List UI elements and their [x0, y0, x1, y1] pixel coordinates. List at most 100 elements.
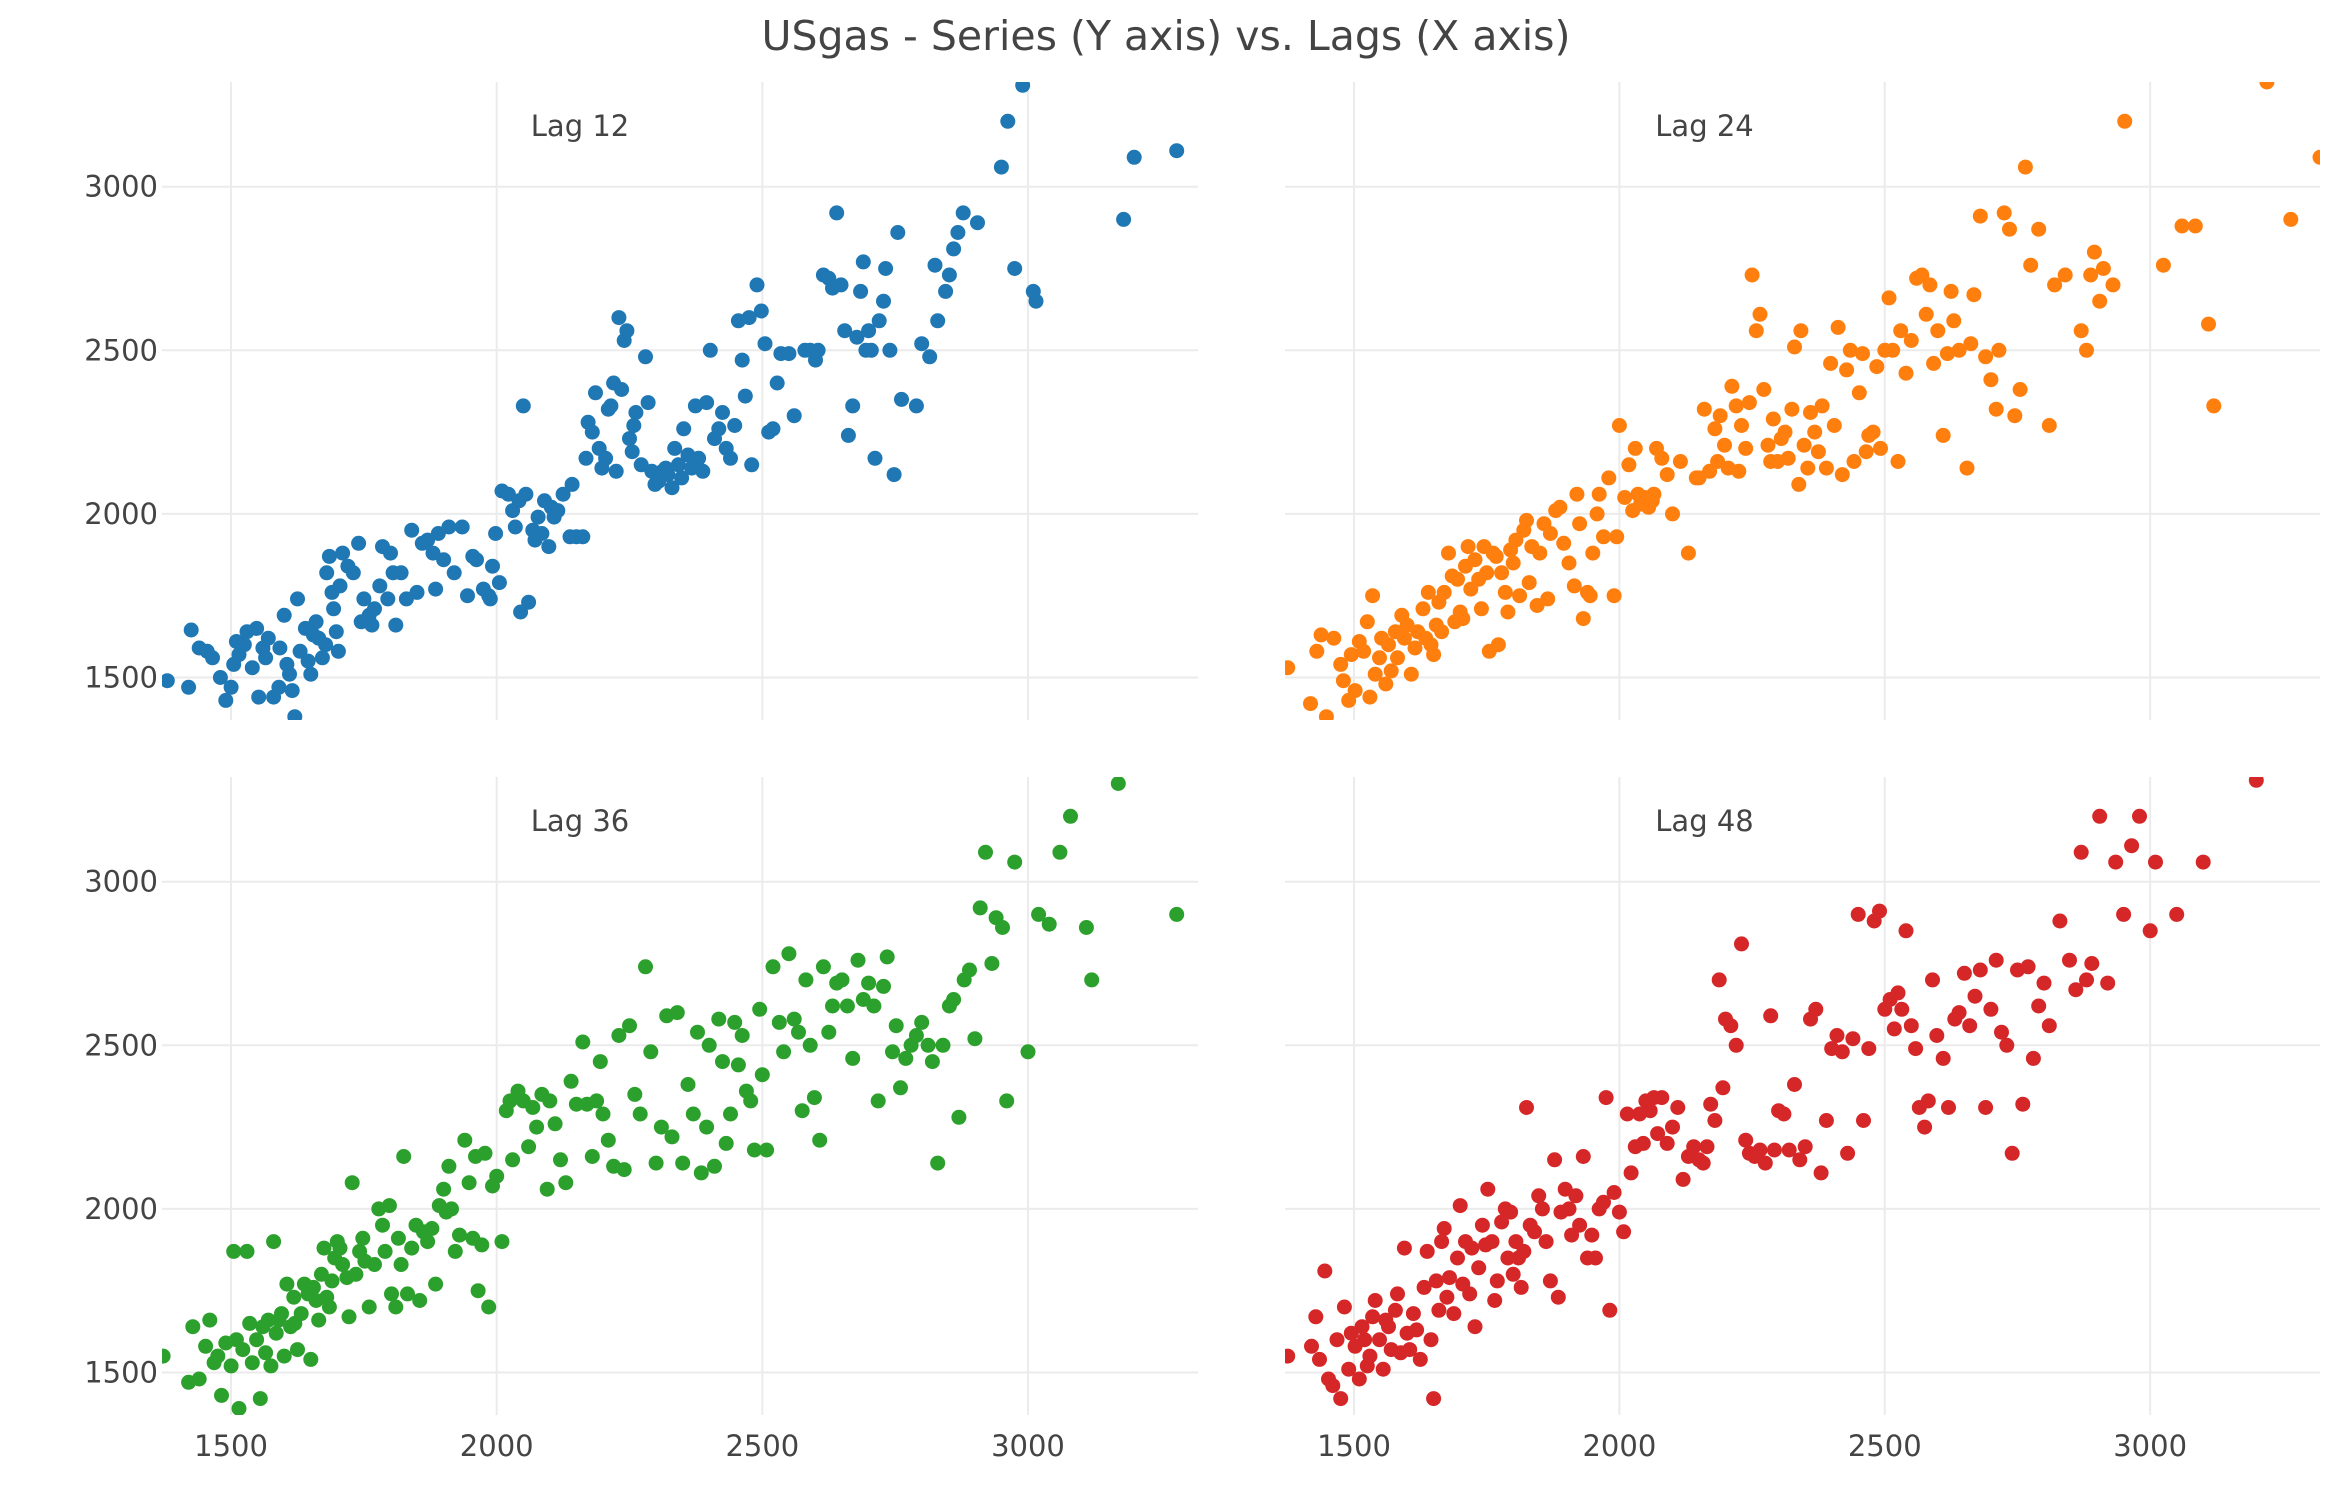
scatter-point[interactable]: [922, 349, 938, 365]
scatter-point[interactable]: [863, 342, 879, 358]
scatter-point[interactable]: [1925, 972, 1940, 988]
scatter-point[interactable]: [1956, 965, 1972, 981]
scatter-point[interactable]: [444, 1201, 459, 1217]
scatter-point[interactable]: [564, 476, 580, 492]
scatter-point[interactable]: [436, 1181, 452, 1197]
scatter-point[interactable]: [547, 1116, 563, 1132]
scatter-point[interactable]: [1365, 1309, 1381, 1325]
scatter-point[interactable]: [1807, 424, 1823, 440]
scatter-point[interactable]: [1926, 355, 1942, 371]
scatter-point[interactable]: [727, 418, 743, 433]
scatter-point[interactable]: [1041, 916, 1057, 932]
scatter-point[interactable]: [1808, 1001, 1824, 1017]
scatter-point[interactable]: [626, 418, 642, 433]
scatter-point[interactable]: [1467, 552, 1483, 568]
scatter-point[interactable]: [436, 552, 452, 568]
scatter-point[interactable]: [765, 421, 781, 437]
scatter-point[interactable]: [1479, 565, 1495, 581]
scatter-point[interactable]: [2148, 854, 2163, 870]
scatter-point[interactable]: [1951, 1005, 1967, 1021]
scatter-point[interactable]: [619, 323, 635, 339]
scatter-point[interactable]: [1834, 467, 1850, 483]
scatter-point[interactable]: [888, 1018, 904, 1034]
scatter-point[interactable]: [584, 1149, 600, 1164]
scatter-point[interactable]: [1442, 1270, 1457, 1286]
scatter-point[interactable]: [205, 650, 220, 666]
scatter-point[interactable]: [699, 1119, 715, 1135]
scatter-point[interactable]: [876, 293, 891, 309]
scatter-point[interactable]: [2020, 959, 2036, 975]
scatter-point[interactable]: [1596, 1194, 1611, 1210]
scatter-point[interactable]: [2248, 773, 2264, 788]
scatter-point[interactable]: [1333, 656, 1349, 672]
scatter-point[interactable]: [477, 1145, 493, 1161]
scatter-point[interactable]: [2057, 267, 2073, 283]
scatter-point[interactable]: [210, 1348, 226, 1364]
scatter-point[interactable]: [1356, 643, 1372, 659]
scatter-point[interactable]: [1317, 1263, 1333, 1279]
scatter-point[interactable]: [1723, 1018, 1739, 1034]
scatter-point[interactable]: [741, 310, 757, 326]
scatter-point[interactable]: [1333, 1391, 1349, 1407]
scatter-point[interactable]: [821, 1024, 837, 1040]
scatter-point[interactable]: [1959, 460, 1975, 476]
scatter-point[interactable]: [348, 1266, 364, 1282]
scatter-point[interactable]: [1169, 906, 1185, 922]
scatter-point[interactable]: [575, 1034, 591, 1050]
scatter-point[interactable]: [305, 1279, 321, 1295]
scatter-point[interactable]: [882, 342, 898, 358]
scatter-point[interactable]: [332, 578, 348, 594]
scatter-point[interactable]: [223, 1358, 239, 1374]
scatter-point[interactable]: [2073, 323, 2089, 339]
scatter-point[interactable]: [2117, 113, 2133, 129]
scatter-point[interactable]: [1512, 588, 1528, 604]
scatter-point[interactable]: [2206, 398, 2222, 414]
scatter-point[interactable]: [1547, 1152, 1563, 1168]
scatter-point[interactable]: [685, 1106, 701, 1122]
scatter-point[interactable]: [2108, 854, 2124, 870]
scatter-point[interactable]: [276, 607, 292, 623]
scatter-point[interactable]: [420, 532, 436, 548]
scatter-point[interactable]: [1885, 342, 1901, 358]
scatter-point[interactable]: [638, 349, 653, 365]
scatter-point[interactable]: [1865, 424, 1881, 440]
scatter-point[interactable]: [769, 375, 785, 391]
scatter-point[interactable]: [1365, 588, 1381, 604]
scatter-point[interactable]: [1460, 539, 1476, 555]
scatter-point[interactable]: [1886, 1021, 1902, 1037]
scatter-point[interactable]: [890, 225, 906, 240]
scatter-point[interactable]: [1752, 306, 1768, 322]
scatter-point[interactable]: [1480, 1181, 1496, 1197]
scatter-point[interactable]: [1557, 1181, 1573, 1197]
scatter-point[interactable]: [223, 679, 239, 695]
scatter-point[interactable]: [446, 565, 462, 581]
scatter-point[interactable]: [482, 591, 498, 607]
scatter-point[interactable]: [393, 1257, 409, 1272]
scatter-point[interactable]: [622, 1018, 637, 1034]
scatter-point[interactable]: [2169, 906, 2185, 922]
scatter-point[interactable]: [839, 998, 855, 1014]
scatter-point[interactable]: [1858, 444, 1874, 460]
scatter-point[interactable]: [578, 450, 594, 466]
scatter-point[interactable]: [1616, 1224, 1632, 1240]
scatter-point[interactable]: [469, 552, 484, 568]
scatter-point[interactable]: [160, 673, 175, 689]
scatter-point[interactable]: [1015, 78, 1031, 93]
scatter-point[interactable]: [834, 972, 850, 988]
scatter-point[interactable]: [876, 978, 891, 994]
scatter-point[interactable]: [595, 1106, 611, 1122]
scatter-point[interactable]: [1738, 1132, 1754, 1148]
scatter-point[interactable]: [1659, 467, 1675, 483]
scatter-point[interactable]: [1416, 1279, 1432, 1295]
scatter-point[interactable]: [2025, 1050, 2041, 1066]
scatter-point[interactable]: [1540, 591, 1556, 607]
scatter-point[interactable]: [1763, 1008, 1779, 1024]
scatter-point[interactable]: [2012, 382, 2028, 397]
scatter-point[interactable]: [1602, 1302, 1618, 1318]
scatter-point[interactable]: [290, 591, 305, 607]
scatter-point[interactable]: [1650, 1126, 1666, 1142]
scatter-point[interactable]: [375, 1217, 390, 1233]
scatter-point[interactable]: [534, 526, 550, 541]
scatter-point[interactable]: [669, 1005, 685, 1021]
scatter-point[interactable]: [1542, 526, 1558, 541]
